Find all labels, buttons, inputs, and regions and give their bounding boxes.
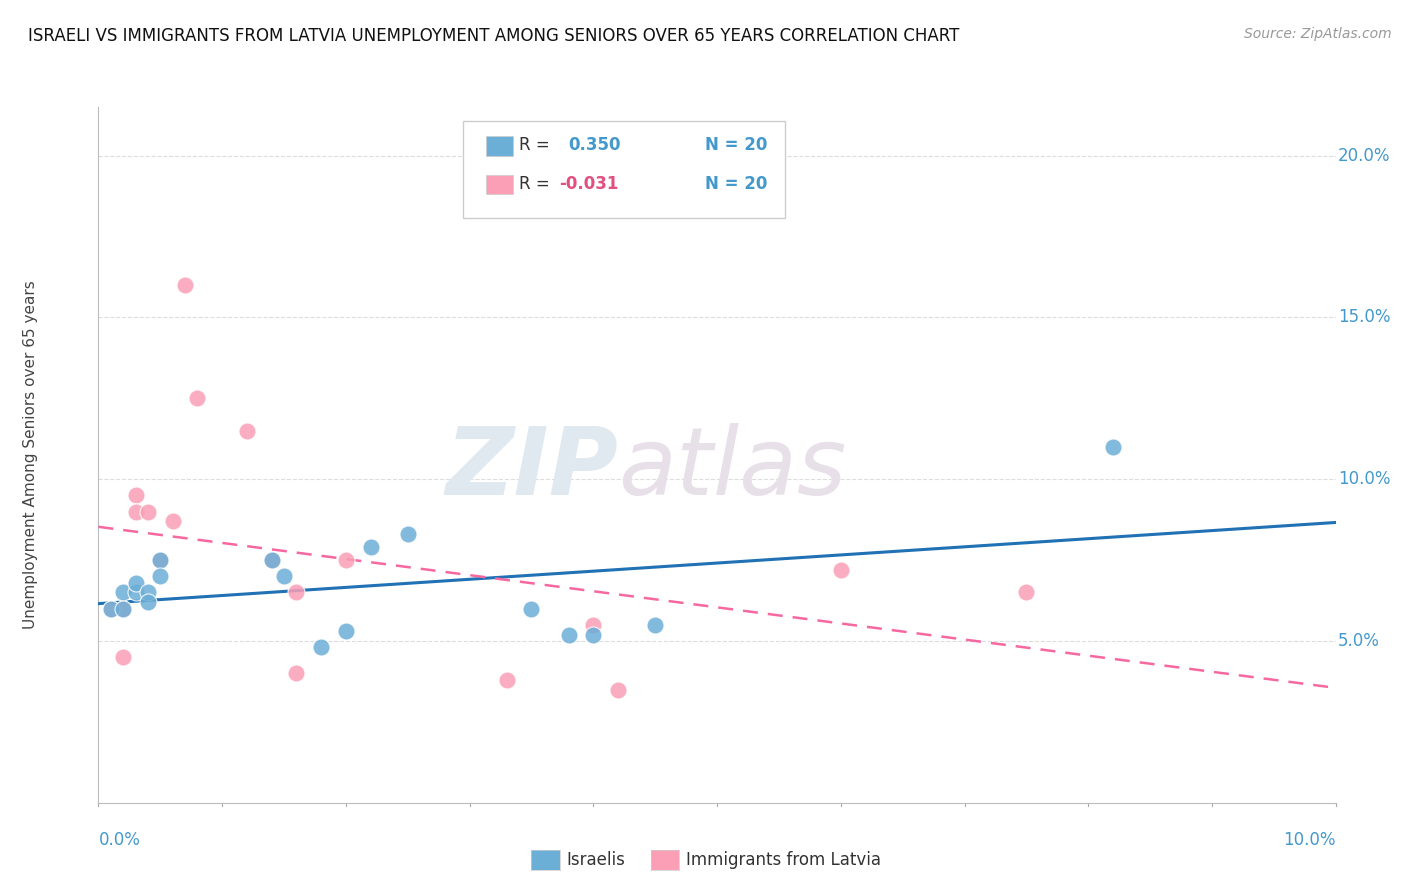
Point [273,569,295,583]
Text: 10.0%: 10.0% [1284,830,1336,848]
Point [136,595,159,609]
Point [149,569,172,583]
Point [174,278,197,293]
Point [520,601,543,615]
Text: 5.0%: 5.0% [1339,632,1381,650]
FancyBboxPatch shape [485,136,513,156]
FancyBboxPatch shape [519,131,699,159]
Point [124,488,146,502]
Text: N = 20: N = 20 [704,136,768,154]
Point [309,640,332,655]
Text: 0.350: 0.350 [568,136,621,154]
Point [396,527,419,541]
Point [260,553,283,567]
Text: R =: R = [519,175,555,193]
FancyBboxPatch shape [485,175,513,194]
Point [830,563,852,577]
Point [112,650,135,665]
Point [100,601,122,615]
Text: Immigrants from Latvia: Immigrants from Latvia [686,851,882,869]
Point [285,585,308,599]
Text: R = -0.031: R = -0.031 [519,175,609,193]
Text: Source: ZipAtlas.com: Source: ZipAtlas.com [1244,27,1392,41]
Point [136,585,159,599]
Text: -0.031: -0.031 [558,175,619,193]
Point [1102,440,1125,454]
Point [112,585,135,599]
Text: R =: R = [519,136,561,154]
Point [335,553,357,567]
Point [112,601,135,615]
Point [557,627,579,641]
Text: N = 20: N = 20 [704,175,768,193]
FancyBboxPatch shape [464,121,785,219]
Point [186,392,208,406]
Point [236,424,259,438]
FancyBboxPatch shape [519,169,699,197]
Point [136,504,159,518]
Point [495,673,517,687]
Point [1015,585,1038,599]
Point [100,601,122,615]
Point [644,617,666,632]
Text: ISRAELI VS IMMIGRANTS FROM LATVIA UNEMPLOYMENT AMONG SENIORS OVER 65 YEARS CORRE: ISRAELI VS IMMIGRANTS FROM LATVIA UNEMPL… [28,27,959,45]
Point [149,553,172,567]
Text: atlas: atlas [619,424,846,515]
Text: Unemployment Among Seniors over 65 years: Unemployment Among Seniors over 65 years [22,281,38,629]
Point [149,553,172,567]
Text: R =  0.350: R = 0.350 [519,136,607,154]
Text: 15.0%: 15.0% [1339,309,1391,326]
Text: 10.0%: 10.0% [1339,470,1391,488]
Text: 20.0%: 20.0% [1339,146,1391,165]
Text: 0.0%: 0.0% [98,830,141,848]
Point [360,540,382,554]
Point [260,553,283,567]
Point [285,666,308,681]
Text: ZIP: ZIP [446,423,619,515]
Point [112,601,135,615]
Point [124,504,146,518]
Point [162,514,184,528]
Point [124,575,146,590]
Point [582,627,605,641]
Point [582,617,605,632]
Point [124,585,146,599]
Point [607,682,630,697]
Point [335,624,357,639]
Text: Israelis: Israelis [567,851,626,869]
